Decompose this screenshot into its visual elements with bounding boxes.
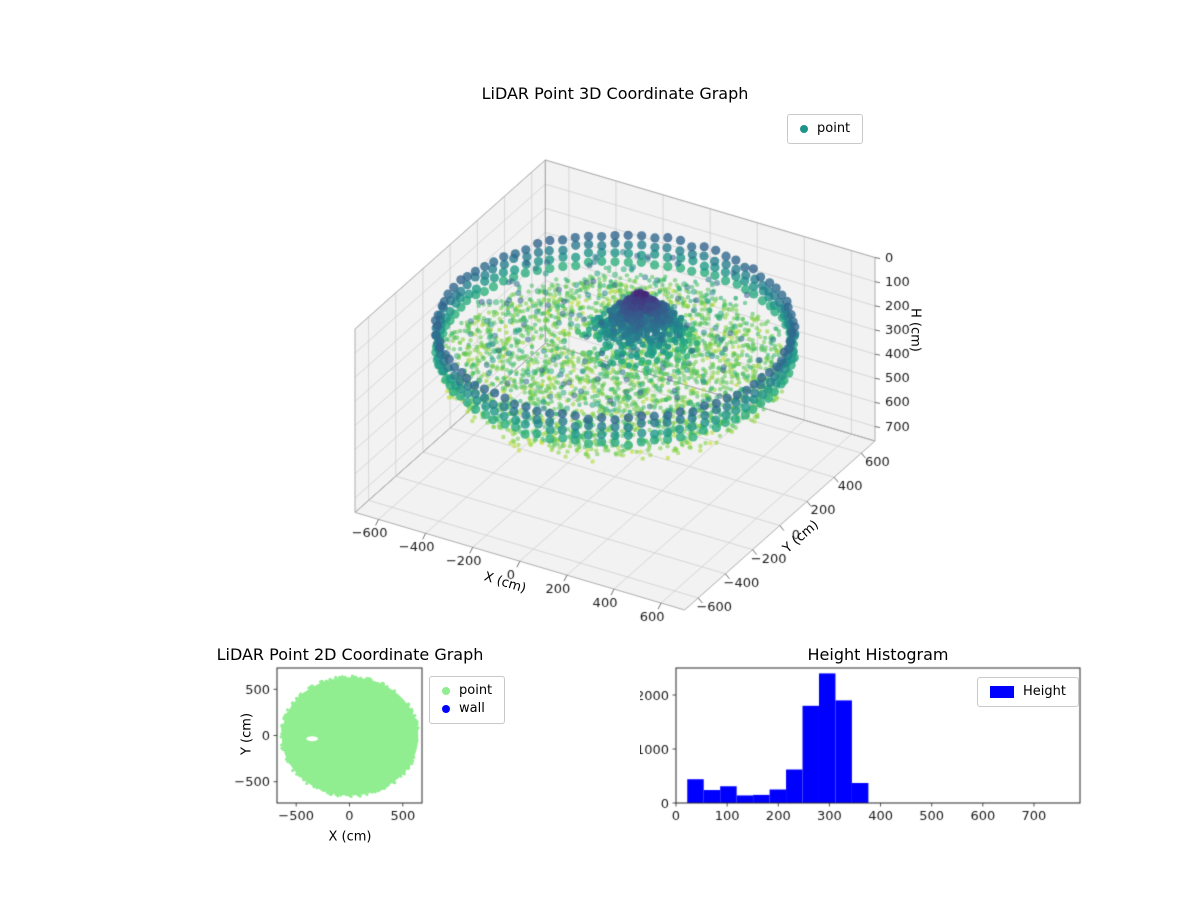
plot2d-legend-label-point: point bbox=[459, 683, 493, 698]
plot3d-title: LiDAR Point 3D Coordinate Graph bbox=[481, 84, 749, 103]
plot2d-canvas bbox=[230, 640, 530, 840]
hist-legend: Height bbox=[977, 677, 1079, 707]
point-marker-icon bbox=[442, 687, 450, 695]
plot2d-ylabel: Y (cm) bbox=[239, 712, 255, 756]
hist-canvas bbox=[640, 640, 1100, 840]
wall-marker-icon bbox=[442, 705, 450, 713]
height-swatch-icon bbox=[990, 686, 1014, 698]
plot3d-hlabel: H (cm) bbox=[907, 308, 923, 352]
plot2d-legend-item-wall: wall bbox=[442, 700, 492, 718]
hist-legend-item-height: Height bbox=[990, 683, 1066, 701]
plot2d-legend-label-wall: wall bbox=[459, 701, 485, 716]
plot2d-legend-item-point: point bbox=[442, 682, 492, 700]
hist-legend-label: Height bbox=[1023, 684, 1066, 699]
plot2d-legend: point wall bbox=[429, 676, 506, 724]
plot2d-xlabel: X (cm) bbox=[328, 829, 372, 845]
point-marker-icon bbox=[800, 125, 808, 133]
plot3d-canvas bbox=[300, 130, 920, 640]
